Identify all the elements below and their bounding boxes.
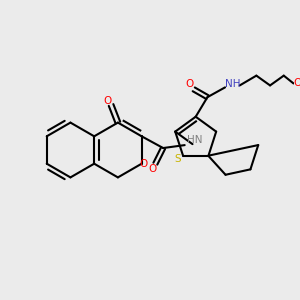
Text: O: O (186, 80, 194, 89)
Text: NH: NH (225, 80, 241, 89)
Text: O: O (148, 164, 157, 174)
Text: O: O (103, 96, 111, 106)
Text: HN: HN (187, 135, 202, 145)
Text: S: S (175, 154, 181, 164)
Text: O: O (293, 79, 300, 88)
Text: O: O (140, 159, 148, 169)
